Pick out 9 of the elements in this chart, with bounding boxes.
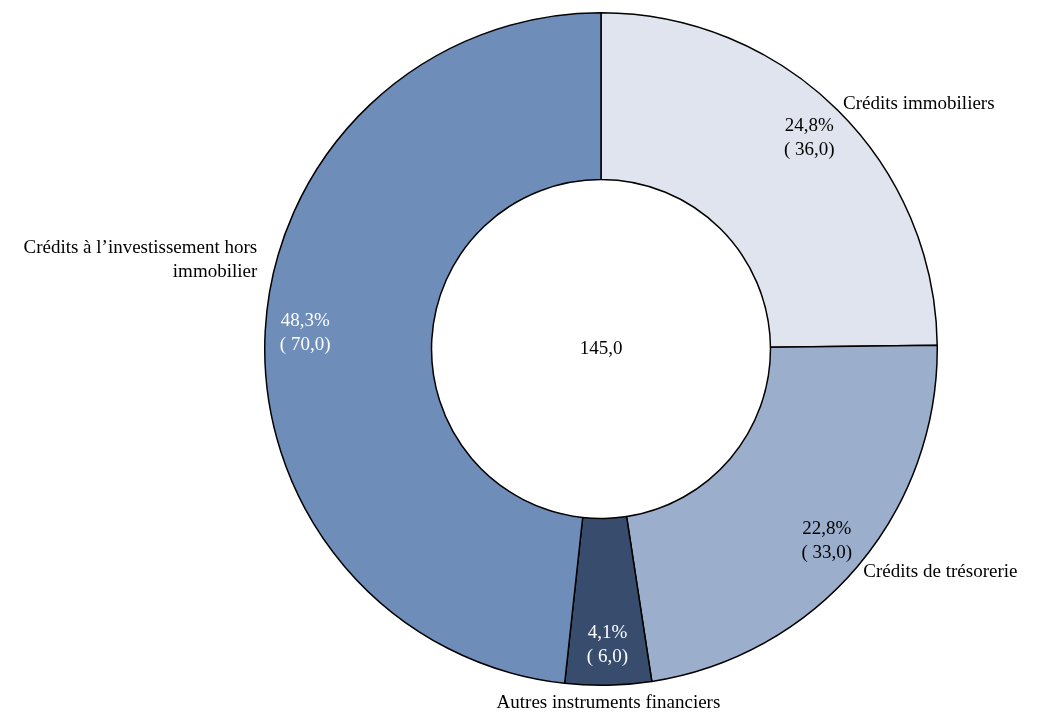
slice-label: Autres instruments financiers [496, 691, 721, 713]
data-label: 24,8% ( 36,0) [784, 114, 835, 161]
data-label: 4,1% ( 6,0) [586, 621, 628, 668]
slice-label: Crédits à l’investissement hors immobilier [23, 236, 258, 282]
slice-label: Crédits immobiliers [843, 92, 995, 114]
data-label: 22,8% ( 33,0) [801, 516, 853, 563]
data-label: 48,3% ( 70,0) [279, 308, 331, 355]
text: 145,0 [579, 336, 623, 358]
slice-label: Crédits de trésorerie [863, 559, 1018, 581]
